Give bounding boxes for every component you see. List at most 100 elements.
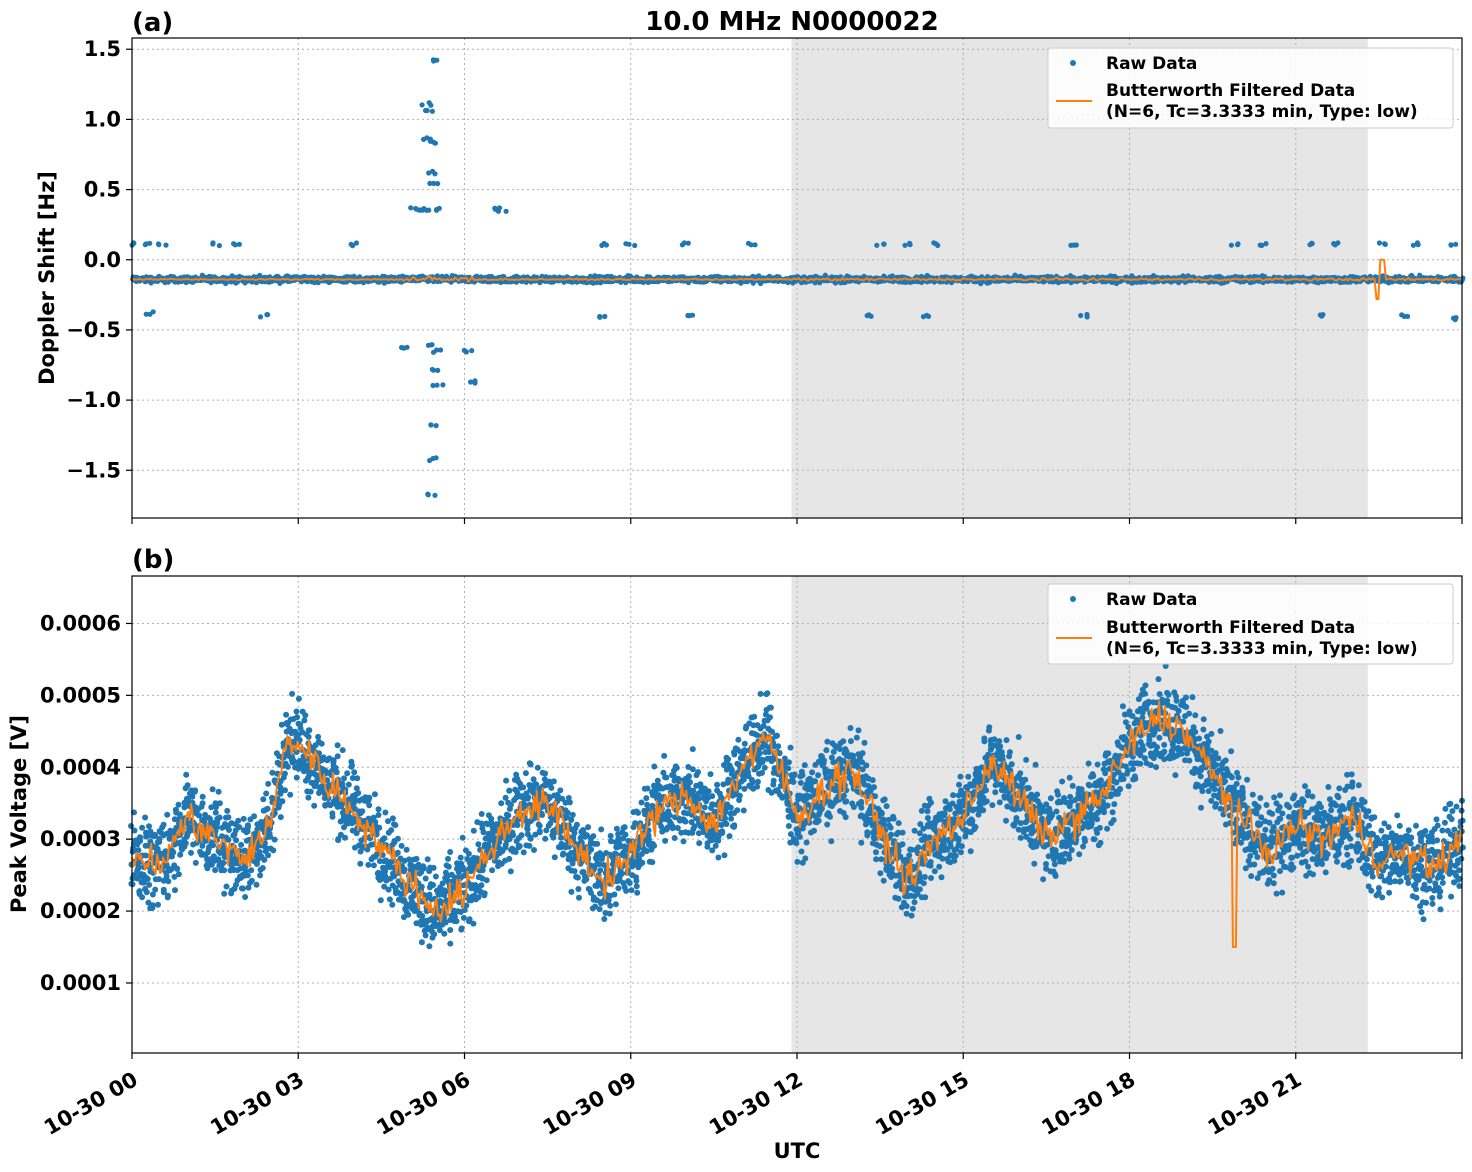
raw-point: [933, 241, 939, 247]
raw-point: [341, 775, 347, 782]
raw-point: [745, 240, 752, 246]
raw-point: [576, 894, 582, 901]
raw-point: [558, 834, 565, 841]
raw-point: [433, 455, 439, 461]
raw-point: [643, 795, 650, 802]
raw-point: [305, 727, 312, 734]
raw-point: [177, 851, 184, 858]
raw-point: [1335, 240, 1341, 246]
raw-point: [701, 804, 708, 811]
raw-point: [429, 366, 435, 373]
raw-point: [175, 871, 182, 878]
raw-point: [270, 847, 277, 854]
raw-point: [1401, 313, 1407, 319]
raw-point: [332, 764, 339, 771]
raw-point: [344, 770, 351, 777]
raw-point: [566, 799, 573, 806]
raw-point: [311, 802, 318, 809]
raw-point: [550, 834, 557, 841]
raw-point: [307, 788, 314, 795]
raw-point: [689, 746, 696, 753]
raw-point: [305, 733, 312, 740]
raw-point: [1453, 241, 1459, 247]
raw-point: [260, 796, 267, 803]
raw-point: [498, 800, 505, 807]
raw-point: [515, 778, 522, 785]
raw-point: [502, 841, 509, 848]
raw-point: [1453, 315, 1459, 321]
raw-point: [381, 835, 388, 842]
raw-point: [342, 834, 348, 841]
raw-point: [404, 344, 410, 350]
raw-point: [264, 805, 271, 812]
raw-point: [531, 847, 537, 853]
raw-point: [215, 788, 222, 795]
raw-point: [1235, 242, 1241, 248]
raw-point: [163, 242, 169, 248]
raw-point: [376, 824, 383, 831]
raw-point: [1084, 314, 1090, 320]
raw-point: [174, 865, 181, 872]
raw-point: [447, 927, 454, 933]
raw-point: [520, 784, 527, 791]
raw-point: [461, 347, 467, 353]
raw-point: [425, 342, 432, 348]
raw-point: [551, 854, 558, 861]
raw-point: [191, 788, 198, 795]
raw-point: [680, 838, 687, 845]
raw-point: [881, 241, 887, 247]
raw-point: [457, 854, 464, 861]
raw-point: [398, 842, 405, 849]
raw-point: [240, 815, 247, 822]
raw-point: [607, 832, 614, 839]
raw-point: [271, 836, 278, 843]
raw-point: [597, 313, 603, 320]
raw-point: [233, 837, 240, 844]
raw-point: [569, 811, 576, 818]
raw-point: [679, 242, 686, 248]
raw-point: [182, 840, 189, 847]
raw-point: [293, 774, 300, 781]
raw-point: [623, 887, 630, 894]
raw-point: [480, 829, 487, 836]
raw-point: [458, 925, 465, 932]
raw-point: [568, 888, 575, 895]
raw-point: [155, 241, 162, 247]
raw-point: [920, 314, 927, 320]
raw-point: [628, 887, 635, 894]
raw-point: [626, 880, 633, 886]
raw-point: [557, 787, 564, 794]
raw-point: [662, 774, 669, 781]
raw-point: [687, 779, 693, 786]
raw-point: [264, 312, 270, 318]
raw-point: [596, 906, 603, 913]
raw-point: [143, 889, 150, 896]
raw-point: [345, 781, 352, 788]
raw-point: [445, 855, 451, 862]
raw-point: [142, 242, 148, 248]
raw-point: [633, 883, 640, 890]
raw-point: [365, 796, 372, 803]
raw-point: [210, 240, 216, 246]
raw-point: [137, 834, 143, 841]
raw-point: [156, 838, 163, 845]
raw-point: [155, 901, 161, 908]
raw-point: [534, 764, 541, 771]
raw-point: [146, 881, 153, 888]
raw-point: [365, 861, 372, 868]
raw-point: [441, 930, 448, 937]
raw-point: [597, 867, 604, 874]
raw-point: [536, 829, 543, 836]
raw-point: [428, 422, 434, 428]
raw-point: [382, 809, 389, 816]
raw-point: [689, 766, 696, 773]
raw-point: [421, 865, 427, 872]
raw-point: [507, 868, 514, 875]
raw-point: [615, 885, 622, 892]
raw-point: [574, 874, 581, 881]
raw-point: [669, 825, 676, 832]
raw-point: [430, 382, 436, 389]
raw-point: [172, 887, 178, 894]
